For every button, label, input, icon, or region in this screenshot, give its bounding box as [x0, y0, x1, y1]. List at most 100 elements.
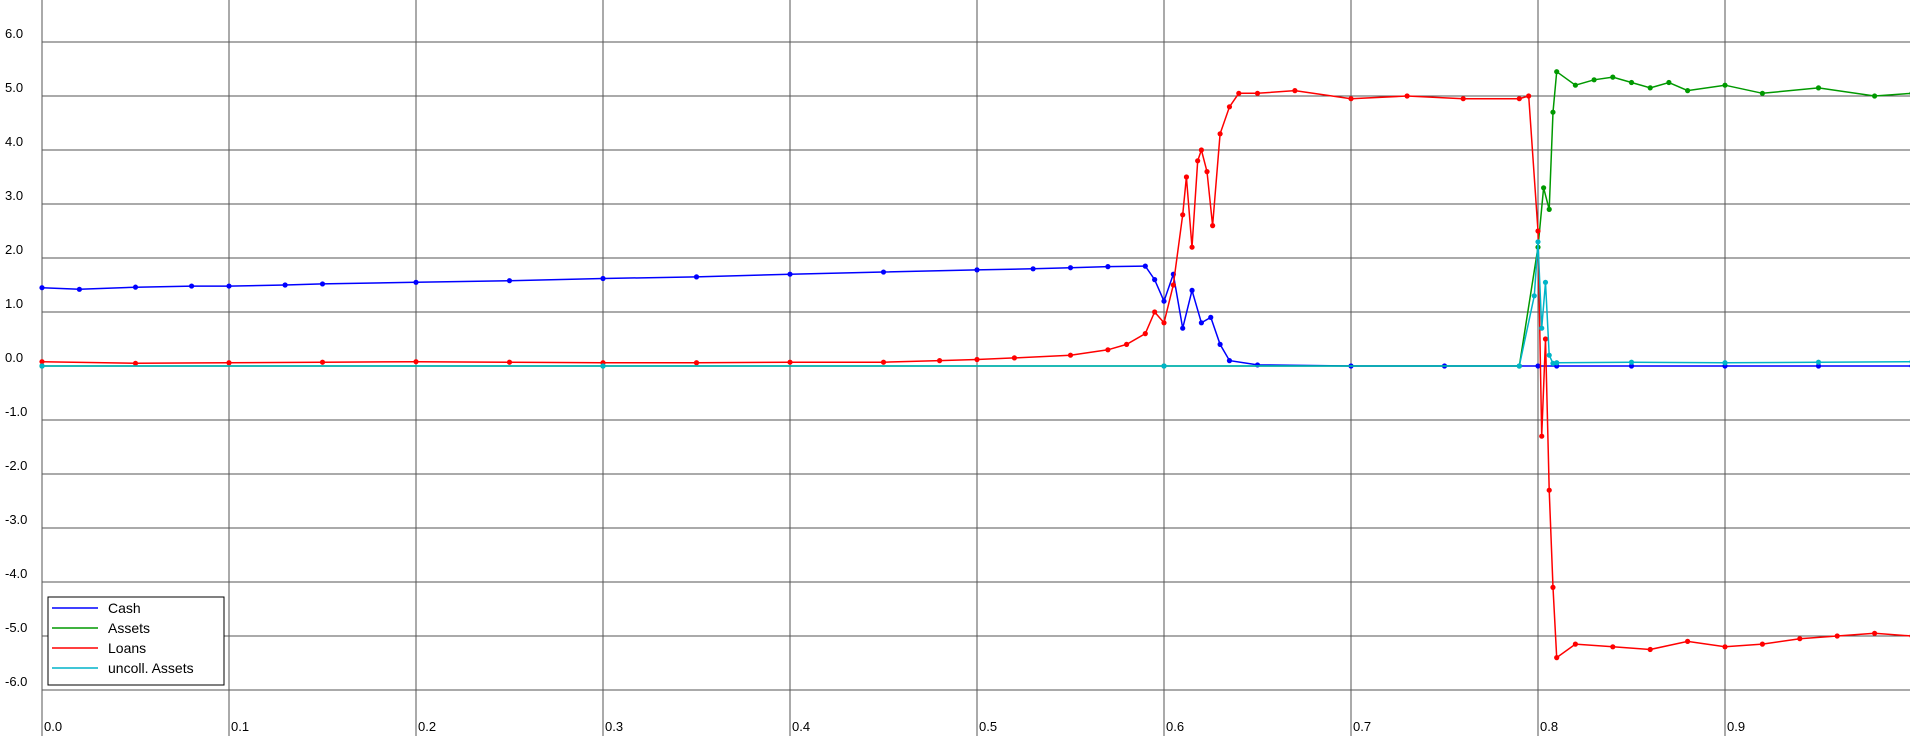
data-point-loans	[1124, 341, 1130, 347]
data-point-loans	[1722, 644, 1728, 650]
data-point-cash	[693, 274, 700, 280]
data-point-loans	[974, 356, 980, 363]
y-tick-label: -3.0	[5, 512, 27, 527]
data-point-loans	[1254, 90, 1261, 96]
x-tick-label: 0.5	[979, 719, 997, 734]
data-point-cash	[600, 275, 606, 282]
data-point-assets	[1591, 77, 1597, 83]
data-point-loans	[1542, 336, 1549, 342]
data-point-loans	[1550, 584, 1556, 591]
data-point-assets	[1546, 206, 1552, 212]
data-point-loans	[1539, 433, 1545, 439]
data-point-loans	[39, 359, 45, 365]
data-point-uncoll-assets	[1546, 352, 1552, 358]
data-point-uncoll-assets	[1815, 359, 1822, 365]
data-point-loans	[1236, 90, 1242, 96]
data-point-cash	[1189, 287, 1195, 293]
data-point-uncoll-assets	[1722, 360, 1728, 366]
data-point-cash	[1030, 266, 1036, 272]
data-point-cash	[1208, 314, 1214, 320]
data-point-loans	[1546, 487, 1552, 493]
data-point-cash	[1067, 265, 1074, 271]
data-point-cash	[132, 284, 139, 290]
y-tick-label: -4.0	[5, 566, 27, 581]
data-point-assets	[1872, 93, 1878, 99]
data-point-loans	[1759, 641, 1765, 647]
data-point-loans	[1161, 320, 1167, 326]
data-point-uncoll-assets	[1161, 363, 1167, 369]
x-tick-labels: 0.0 0.1 0.2 0.3 0.4 0.5 0.6 0.7 0.8 0.9	[44, 719, 1745, 734]
data-point-uncoll-assets	[1531, 293, 1537, 299]
x-tick-label: 0.0	[44, 719, 62, 734]
x-tick-label: 0.8	[1540, 719, 1558, 734]
data-point-assets	[1550, 109, 1556, 115]
data-point-assets	[1628, 79, 1635, 86]
data-point-loans	[1067, 352, 1074, 358]
data-point-cash	[1217, 341, 1223, 347]
data-point-loans	[413, 359, 419, 365]
data-point-loans	[1460, 96, 1466, 102]
y-tick-label: 0.0	[5, 350, 23, 365]
y-tick-label: -1.0	[5, 404, 27, 419]
y-tick-label: -5.0	[5, 620, 27, 635]
y-tick-label: 2.0	[5, 242, 23, 257]
data-point-loans	[1105, 347, 1111, 353]
data-point-cash	[974, 267, 980, 273]
data-point-cash	[1142, 263, 1148, 269]
data-point-loans	[1526, 93, 1532, 99]
data-point-cash	[1815, 363, 1822, 369]
data-point-loans	[1183, 174, 1190, 180]
data-point-assets	[1610, 74, 1616, 80]
data-point-loans	[1226, 104, 1233, 110]
data-point-loans	[693, 360, 700, 366]
data-point-uncoll-assets	[1554, 360, 1560, 366]
data-point-loans	[1180, 212, 1186, 218]
data-point-uncoll-assets	[1516, 363, 1522, 369]
data-point-cash	[506, 278, 513, 284]
data-point-loans	[1011, 355, 1018, 361]
y-tick-label: 5.0	[5, 80, 23, 95]
data-point-uncoll-assets	[1535, 239, 1541, 245]
data-point-loans	[1797, 636, 1803, 642]
data-point-cash	[787, 271, 793, 277]
y-tick-label: 6.0	[5, 26, 23, 41]
data-point-assets	[1759, 90, 1765, 96]
data-point-uncoll-assets	[1539, 325, 1545, 331]
data-point-loans	[1198, 147, 1204, 153]
data-point-loans	[1170, 282, 1176, 288]
y-tick-labels: 6.0 5.0 4.0 3.0 2.0 1.0 0.0 -1.0 -2.0 -3.0 -4.0 -5.…	[5, 26, 27, 689]
series-layer	[39, 69, 1910, 661]
data-point-assets	[1554, 69, 1560, 75]
data-point-cash	[39, 285, 45, 291]
legend: Cash Assets Loans uncoll. Assets	[47, 596, 225, 686]
data-point-loans	[787, 359, 793, 365]
data-point-cash	[189, 283, 195, 289]
x-tick-label: 0.1	[231, 719, 249, 734]
data-point-loans	[1610, 644, 1616, 650]
data-point-cash	[1628, 363, 1635, 369]
data-point-loans	[1516, 96, 1522, 102]
data-point-loans	[1834, 633, 1840, 639]
data-point-cash	[1152, 277, 1158, 283]
data-point-cash	[1161, 298, 1167, 304]
series-uncoll-assets	[39, 239, 1910, 369]
y-tick-label: 1.0	[5, 296, 23, 311]
x-tick-label: 0.3	[605, 719, 623, 734]
data-point-assets	[1572, 82, 1578, 88]
data-point-assets	[1647, 85, 1653, 91]
data-point-assets	[1666, 79, 1672, 86]
data-point-assets	[1541, 185, 1547, 191]
legend-label-assets: Assets	[108, 620, 150, 636]
data-point-loans	[1535, 228, 1541, 234]
data-point-uncoll-assets	[1628, 359, 1635, 365]
series-loans	[39, 88, 1910, 661]
y-tick-label: -6.0	[5, 674, 27, 689]
data-point-cash	[319, 281, 326, 287]
data-point-cash	[226, 283, 232, 289]
data-point-cash	[413, 279, 419, 285]
legend-label-uncoll-assets: uncoll. Assets	[108, 660, 194, 676]
data-point-loans	[506, 359, 513, 365]
data-point-cash	[1105, 264, 1111, 270]
